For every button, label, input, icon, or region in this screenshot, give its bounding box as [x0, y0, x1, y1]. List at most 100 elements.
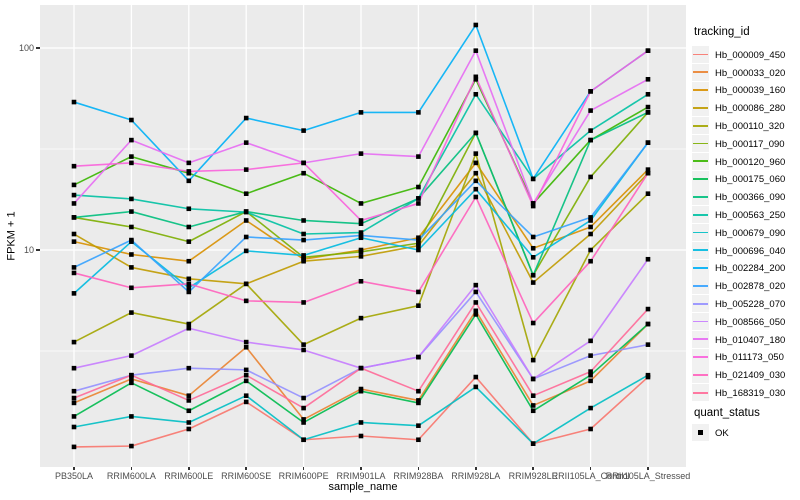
data-point — [473, 308, 479, 314]
data-point — [71, 231, 77, 237]
legend-key — [692, 241, 709, 259]
data-point — [530, 320, 536, 326]
data-point — [358, 230, 364, 235]
data-point — [186, 420, 192, 425]
data-point — [129, 353, 134, 358]
legend-key — [692, 81, 709, 99]
legend: tracking_id Hb_000009_450 Hb_000033_020 Hb… — [690, 0, 800, 500]
data-point — [129, 209, 134, 214]
data-point — [358, 151, 364, 156]
data-point — [473, 160, 479, 166]
data-point — [416, 201, 421, 206]
data-point — [588, 353, 593, 358]
x-tick-label: RRIM600LE — [164, 471, 214, 481]
data-point — [71, 400, 77, 406]
x-tick-label: RRIM928BA — [393, 471, 444, 481]
legend-line-swatch — [693, 320, 708, 323]
data-point — [243, 367, 249, 373]
data-point — [473, 282, 479, 288]
data-point — [186, 365, 192, 371]
data-point — [186, 325, 192, 331]
data-point — [473, 22, 479, 28]
data-point — [588, 108, 593, 113]
legend-item-label: Hb_000117_090 — [715, 138, 785, 150]
legend-item-label: Hb_000110_320 — [715, 121, 785, 132]
legend-key — [692, 117, 709, 135]
data-point — [129, 443, 134, 449]
legend-line-swatch — [693, 284, 708, 287]
legend-key — [692, 99, 709, 117]
data-point — [186, 239, 192, 244]
data-point — [645, 76, 651, 82]
data-point — [530, 203, 536, 209]
data-point — [358, 110, 364, 115]
data-point — [186, 206, 192, 212]
data-point — [588, 128, 593, 133]
data-point — [416, 196, 421, 201]
data-point — [530, 176, 536, 182]
x-tick-label: RRIM600PE — [278, 471, 329, 481]
data-point — [416, 240, 421, 246]
data-point — [645, 191, 651, 196]
data-point — [243, 399, 249, 405]
legend-line-swatch — [693, 213, 708, 216]
data-point — [71, 182, 77, 188]
data-point — [243, 115, 249, 121]
ok-square-marker — [698, 430, 703, 435]
legend-line-swatch — [693, 231, 708, 234]
data-point — [473, 289, 479, 295]
data-point — [186, 393, 192, 398]
x-tick-mark — [130, 467, 133, 470]
data-point — [186, 289, 192, 295]
data-point — [416, 235, 421, 241]
data-point — [186, 285, 192, 291]
data-point — [301, 237, 306, 243]
data-point — [358, 249, 364, 255]
data-point — [645, 372, 651, 378]
data-point — [71, 201, 77, 206]
x-tick-mark — [589, 467, 592, 470]
data-point — [129, 380, 134, 386]
data-point — [243, 209, 249, 215]
data-point — [129, 414, 134, 419]
x-tick-label: PB350LA — [54, 471, 94, 481]
x-tick-mark — [188, 467, 190, 470]
data-point — [358, 388, 364, 394]
data-point — [129, 196, 134, 202]
legend-line-swatch — [693, 267, 708, 269]
legend-item-label: Hb_008566_050 — [715, 316, 786, 328]
legend-item-label: Hb_021409_030 — [715, 370, 786, 382]
legend-item-label: Hb_000366_090 — [715, 192, 786, 204]
data-point — [473, 312, 479, 317]
data-point — [301, 231, 306, 237]
legend-line-swatch — [693, 106, 708, 109]
data-point — [186, 398, 192, 403]
legend-key — [692, 366, 709, 384]
data-point — [243, 234, 249, 240]
legend-item-label: Hb_000033_020 — [715, 67, 786, 79]
data-point — [473, 48, 479, 53]
legend-item-label: Hb_000175_060 — [715, 174, 786, 186]
data-point — [71, 424, 77, 430]
data-point — [301, 395, 306, 401]
data-point — [243, 298, 249, 304]
data-point — [243, 167, 249, 172]
data-point — [301, 300, 306, 305]
data-point — [530, 201, 536, 206]
data-point — [186, 160, 192, 166]
data-point — [588, 338, 593, 344]
data-point — [186, 178, 192, 184]
data-point — [71, 192, 77, 198]
data-point — [129, 372, 134, 378]
x-tick-label: RRIM928LA — [451, 471, 501, 481]
data-point — [645, 110, 651, 115]
data-point — [243, 140, 249, 145]
legend-item-label: Hb_002284_200 — [715, 263, 786, 275]
x-tick-label: RRIM901LA — [336, 471, 386, 481]
data-point — [243, 218, 249, 223]
data-point — [301, 420, 306, 425]
data-point — [358, 433, 364, 439]
data-point — [530, 280, 536, 285]
data-point — [358, 233, 364, 238]
data-point — [416, 289, 421, 295]
